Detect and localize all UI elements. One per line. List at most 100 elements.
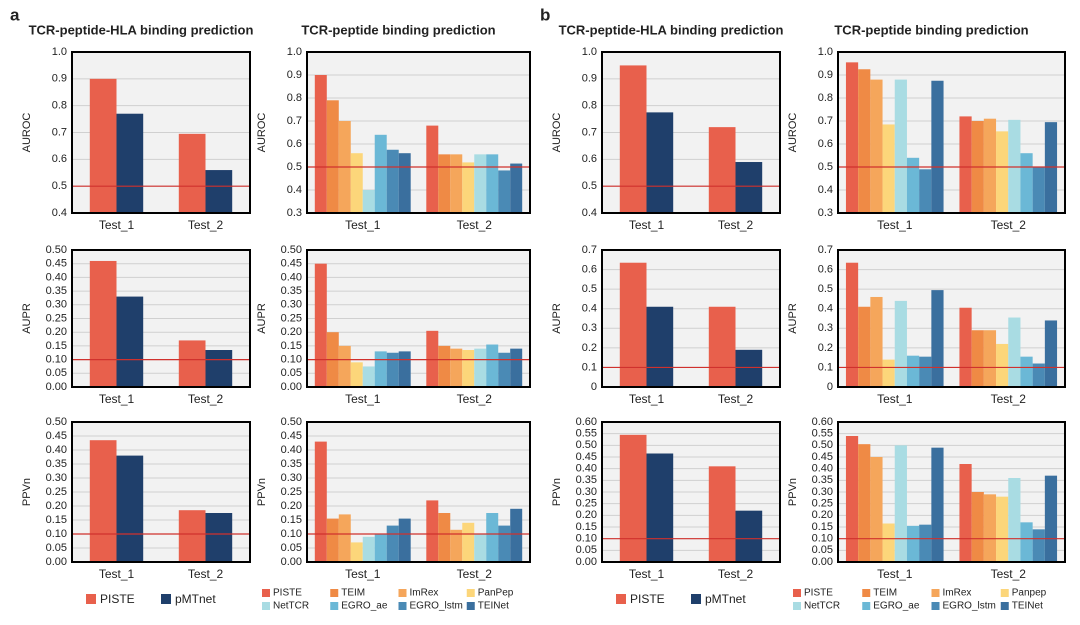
y-tick-label: 0.45 (281, 258, 302, 270)
bar (1032, 529, 1045, 562)
y-tick-label: 0.05 (281, 367, 302, 379)
legend-swatch (330, 589, 339, 597)
y-axis-label: PPVn (256, 478, 268, 506)
bar (845, 62, 859, 213)
y-axis-label: AUROC (787, 113, 799, 153)
bar (374, 351, 387, 387)
legend-label: ImRex (943, 588, 972, 599)
bar (438, 345, 451, 387)
y-tick-label: 0.6 (818, 138, 833, 150)
legend-label: ImRex (410, 588, 439, 599)
legend-swatch (466, 602, 475, 610)
legend-swatch (161, 594, 171, 604)
y-tick-label: 0.4 (582, 303, 597, 315)
bar (398, 351, 411, 387)
bar (398, 518, 411, 562)
x-tick-label: Test_1 (877, 567, 913, 581)
bar (919, 524, 932, 562)
legend-label: NetTCR (273, 601, 309, 612)
y-tick-label: 0.6 (52, 153, 67, 165)
bar (314, 263, 327, 387)
x-tick-label: Test_1 (629, 218, 665, 232)
bar (89, 78, 117, 213)
y-tick-label: 0.50 (576, 439, 597, 451)
legend-label: Panpep (1012, 588, 1047, 599)
y-tick-label: 0.05 (576, 544, 597, 556)
y-tick-label: 0 (591, 381, 597, 393)
y-tick-label: 0.50 (812, 439, 833, 451)
y-tick-label: 0.30 (46, 472, 67, 484)
y-tick-label: 0.00 (46, 556, 67, 568)
bar (178, 133, 206, 213)
bar (996, 496, 1009, 562)
bar (894, 445, 907, 562)
bar (858, 69, 871, 213)
y-tick-label: 0.6 (287, 138, 302, 150)
y-tick-label: 0.45 (281, 430, 302, 442)
y-tick-label: 0.1 (582, 361, 597, 373)
bar (374, 134, 387, 213)
y-tick-label: 0.25 (46, 486, 67, 498)
y-tick-label: 0.4 (287, 184, 302, 196)
bar (486, 154, 499, 213)
y-tick-label: 0.00 (281, 556, 302, 568)
bar (619, 434, 647, 562)
y-tick-label: 0.4 (818, 184, 833, 196)
bar (386, 149, 399, 213)
bar (362, 536, 375, 562)
y-axis-label: AUROC (256, 113, 268, 153)
x-tick-label: Test_2 (188, 392, 224, 406)
legend-swatch (398, 589, 407, 597)
x-tick-label: Test_1 (877, 218, 913, 232)
y-tick-label: 0.00 (576, 556, 597, 568)
x-tick-label: Test_2 (718, 218, 754, 232)
bar (882, 523, 895, 562)
bar (931, 290, 944, 387)
y-axis-label: PPVn (787, 478, 799, 506)
legend-label: EGRO_lstm (410, 601, 463, 612)
plot-frame (837, 51, 1066, 214)
x-tick-label: Test_2 (718, 392, 754, 406)
y-tick-label: 0.9 (582, 73, 597, 85)
bar (1008, 317, 1021, 387)
bar (931, 80, 944, 213)
y-tick-label: 0.2 (582, 342, 597, 354)
y-tick-label: 0.35 (812, 474, 833, 486)
bar (1020, 522, 1033, 562)
y-tick-label: 0.8 (52, 100, 67, 112)
y-tick-label: 0.8 (582, 100, 597, 112)
x-tick-label: Test_1 (99, 567, 135, 581)
bar (386, 352, 399, 387)
bar (1044, 320, 1058, 387)
y-tick-label: 0.5 (818, 283, 833, 295)
bar (983, 494, 997, 562)
y-tick-label: 0.2 (818, 342, 833, 354)
bar (205, 350, 233, 387)
plot-frame (71, 421, 251, 563)
y-tick-label: 0.7 (818, 115, 833, 127)
bar (983, 330, 997, 387)
y-axis-label: AUPR (21, 303, 33, 334)
y-tick-label: 0.30 (46, 299, 67, 311)
legend-label: PISTE (273, 588, 302, 599)
y-tick-label: 0.40 (812, 463, 833, 475)
y-tick-label: 0.6 (582, 153, 597, 165)
y-tick-label: 0.30 (576, 486, 597, 498)
panel-label: a (10, 5, 20, 24)
x-tick-label: Test_2 (457, 218, 493, 232)
legend-label: EGRO_ae (873, 601, 920, 612)
bar (362, 366, 375, 387)
bar (845, 436, 859, 562)
legend-label: TEINet (1012, 601, 1043, 612)
legend-swatch (86, 594, 96, 604)
bar (1032, 167, 1045, 213)
bar (1020, 356, 1033, 387)
legend-label: TEINet (478, 601, 509, 612)
legend-swatch (1000, 589, 1009, 597)
bar (1008, 478, 1021, 562)
bar (870, 79, 883, 213)
plot-frame (306, 249, 531, 388)
bar (350, 153, 363, 213)
bar (462, 522, 475, 562)
y-tick-label: 1.0 (52, 46, 67, 58)
